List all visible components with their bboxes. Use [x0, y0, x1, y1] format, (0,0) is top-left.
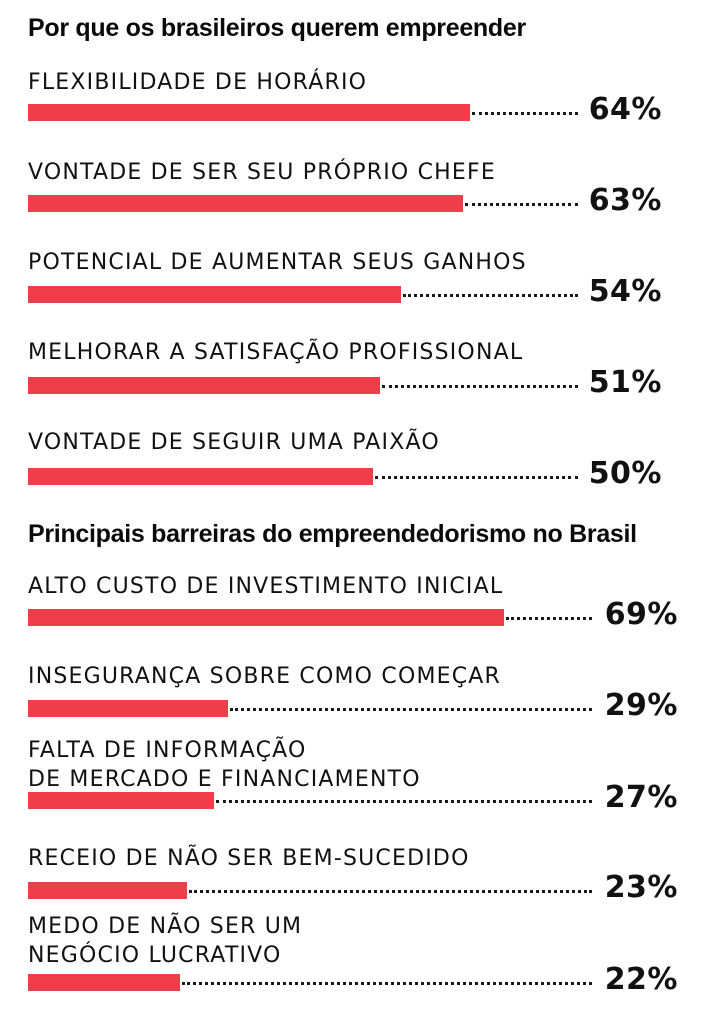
- value-label: 50%: [588, 456, 662, 491]
- dotted-leader: [181, 982, 592, 985]
- bar-label: MEDO DE NÃO SER UM NEGÓCIO LUCRATIVO: [28, 914, 303, 968]
- bar: [28, 792, 215, 809]
- section-title: Por que os brasileiros querem empreender: [28, 14, 526, 42]
- bar-label: VONTADE DE SEGUIR UMA PAIXÃO: [28, 430, 440, 455]
- section-title: Principais barreiras do empreendedorismo…: [28, 520, 637, 548]
- dotted-leader: [216, 800, 592, 803]
- bar: [28, 882, 187, 899]
- dotted-leader: [464, 203, 578, 206]
- bar-label: VONTADE DE SER SEU PRÓPRIO CHEFE: [28, 160, 496, 185]
- dotted-leader: [375, 476, 578, 479]
- bar: [28, 974, 180, 991]
- bar: [28, 377, 380, 394]
- value-label: 23%: [604, 870, 678, 905]
- bar: [28, 104, 470, 121]
- value-label: 69%: [604, 597, 678, 632]
- bar-label: INSEGURANÇA SOBRE COMO COMEÇAR: [28, 664, 502, 689]
- dotted-leader: [230, 708, 592, 711]
- bar-label: FLEXIBILIDADE DE HORÁRIO: [28, 70, 368, 95]
- bar-label: ALTO CUSTO DE INVESTIMENTO INICIAL: [28, 574, 504, 599]
- bar-label: MELHORAR A SATISFAÇÃO PROFISSIONAL: [28, 340, 524, 365]
- dotted-leader: [188, 890, 592, 893]
- value-label: 64%: [588, 92, 662, 127]
- value-label: 29%: [604, 688, 678, 723]
- value-label: 22%: [604, 962, 678, 997]
- bar-label: FALTA DE INFORMAÇÃO DE MERCADO E FINANCI…: [28, 738, 421, 792]
- bar: [28, 195, 463, 212]
- value-label: 27%: [604, 780, 678, 815]
- dotted-leader: [506, 617, 592, 620]
- bar: [28, 286, 401, 303]
- bar: [28, 609, 505, 626]
- bar-label: POTENCIAL DE AUMENTAR SEUS GANHOS: [28, 250, 527, 275]
- value-label: 54%: [588, 274, 662, 309]
- value-label: 51%: [588, 365, 662, 400]
- dotted-leader: [471, 112, 578, 115]
- dotted-leader: [402, 294, 578, 297]
- bar-label: RECEIO DE NÃO SER BEM-SUCEDIDO: [28, 846, 470, 871]
- dotted-leader: [381, 385, 578, 388]
- bar: [28, 468, 373, 485]
- bar: [28, 700, 229, 717]
- value-label: 63%: [588, 183, 662, 218]
